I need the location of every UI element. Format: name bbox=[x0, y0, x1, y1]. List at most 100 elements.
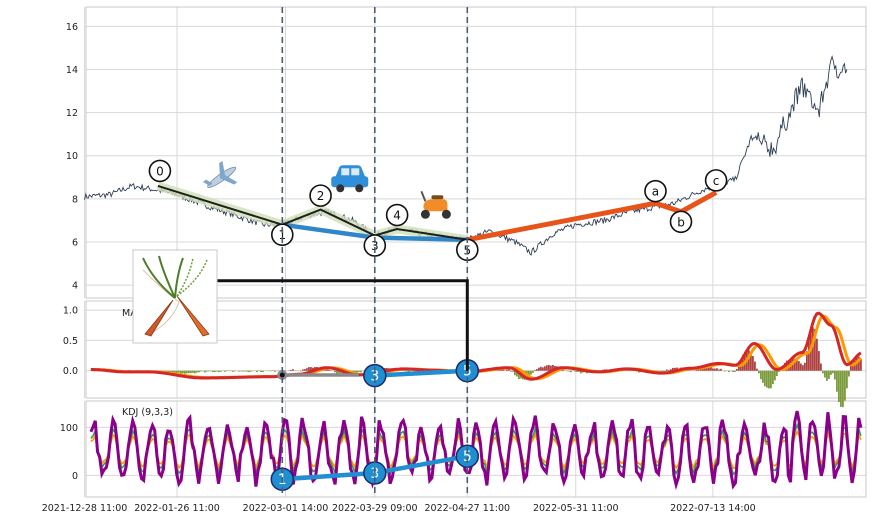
macd-hist-bar bbox=[728, 371, 730, 372]
macd-hist-bar bbox=[194, 371, 196, 374]
car-wheel bbox=[355, 184, 363, 192]
macd-hist-bar bbox=[712, 368, 714, 370]
macd-hist-bar bbox=[244, 371, 246, 372]
macd-hist-bar bbox=[232, 371, 234, 372]
x-tick-label: 2022-05-31 11:00 bbox=[533, 503, 619, 514]
macd-hist-bar bbox=[260, 371, 262, 372]
macd-hist-bar bbox=[718, 369, 720, 370]
macd-hist-bar bbox=[506, 370, 508, 371]
macd-hist-bar bbox=[510, 371, 512, 372]
macd-hist-bar bbox=[206, 371, 208, 372]
connector-line bbox=[216, 281, 467, 371]
kdj-title: KDJ (9,3,3) bbox=[122, 407, 173, 418]
macd-hist-bar bbox=[300, 371, 302, 372]
macd-hist-bar bbox=[850, 366, 852, 371]
carrot-logo bbox=[133, 250, 217, 343]
y-tick-label: 100 bbox=[60, 423, 78, 434]
macd-hist-bar bbox=[248, 371, 250, 372]
macd-hist-bar bbox=[824, 371, 826, 378]
macd-hist-bar bbox=[304, 369, 306, 371]
car-roof bbox=[335, 165, 365, 177]
macd-hist-bar bbox=[840, 371, 842, 407]
macd-hist-bar bbox=[548, 365, 550, 371]
y-tick-label: 8 bbox=[72, 194, 78, 205]
macd-hist-bar bbox=[200, 371, 202, 372]
macd-hist-bar bbox=[186, 371, 188, 374]
macd-hist-bar bbox=[778, 371, 780, 372]
macd-hist-bar bbox=[666, 370, 668, 371]
macd-hist-bar bbox=[538, 368, 540, 371]
macd-hist-bar bbox=[512, 371, 514, 372]
x-tick-label: 2022-03-29 09:00 bbox=[332, 503, 418, 514]
macd-hist-bar bbox=[534, 370, 536, 371]
macd-hist-bar bbox=[734, 371, 736, 372]
macd-hist-bar bbox=[708, 368, 710, 371]
macd-hist-bar bbox=[358, 371, 360, 372]
macd-hist-bar bbox=[714, 369, 716, 371]
macd-hist-bar bbox=[408, 371, 410, 372]
macd-hist-bar bbox=[220, 371, 222, 372]
macd-hist-bar bbox=[838, 371, 840, 402]
macd-hist-bar bbox=[204, 371, 206, 373]
macd-hist-bar bbox=[240, 371, 242, 372]
macd-hist-bar bbox=[360, 371, 362, 373]
macd-hist-bar bbox=[188, 371, 190, 373]
macd-hist-bar bbox=[772, 371, 774, 384]
wave-label-c: c bbox=[713, 174, 720, 188]
y-tick-label: 14 bbox=[66, 65, 78, 76]
macd-hist-bar bbox=[774, 371, 776, 381]
car-wheel bbox=[336, 184, 344, 192]
macd-hist-bar bbox=[846, 371, 848, 389]
wave-label-a: a bbox=[652, 185, 659, 199]
macd-hist-bar bbox=[540, 367, 542, 371]
macd-hist-bar bbox=[816, 339, 818, 371]
scooter-icon bbox=[421, 191, 451, 219]
macd-hist-bar bbox=[574, 371, 576, 372]
macd-hist-bar bbox=[178, 371, 180, 373]
scooter-wheel bbox=[442, 210, 451, 219]
y-tick-label: 0 bbox=[72, 471, 78, 482]
macd-hist-bar bbox=[768, 371, 770, 389]
macd-hist-bar bbox=[542, 367, 544, 370]
macd-hist-bar bbox=[306, 368, 308, 371]
macd-hist-bar bbox=[842, 371, 844, 407]
macd-hist-bar bbox=[764, 371, 766, 387]
car-icon bbox=[331, 165, 368, 192]
scooter-wheel bbox=[421, 210, 430, 219]
scooter-body bbox=[423, 199, 447, 211]
macd-hist-bar bbox=[212, 371, 214, 372]
car-window bbox=[351, 168, 359, 175]
macd-hist-bar bbox=[756, 369, 758, 371]
macd-hist-bar bbox=[238, 371, 240, 372]
macd-hist-bar bbox=[664, 371, 666, 372]
macd-hist-bar bbox=[208, 371, 210, 372]
x-tick-label: 2022-03-01 14:00 bbox=[243, 503, 329, 514]
macd-hist-bar bbox=[762, 371, 764, 383]
macd-hist-bar bbox=[308, 367, 310, 371]
macd-hist-bar bbox=[802, 365, 804, 371]
macd-hist-bar bbox=[328, 370, 330, 371]
x-tick-label: 2022-01-26 11:00 bbox=[134, 503, 220, 514]
macd-hist-bar bbox=[766, 371, 768, 388]
macd-hist-bar bbox=[848, 371, 850, 377]
macd-hist-bar bbox=[190, 371, 192, 373]
macd-hist-bar bbox=[758, 371, 760, 374]
macd-hist-bar bbox=[724, 371, 726, 372]
macd-hist-bar bbox=[198, 371, 200, 373]
macd-hist-bar bbox=[184, 371, 186, 374]
macd-hist-bar bbox=[292, 369, 294, 370]
macd-hist-bar bbox=[822, 371, 824, 374]
macd-hist-bar bbox=[804, 363, 806, 371]
y-tick-label: 0.5 bbox=[63, 336, 78, 347]
macd-hist-bar bbox=[844, 371, 846, 401]
macd-hist-bar bbox=[250, 371, 252, 372]
y-tick-label: 0.0 bbox=[63, 366, 78, 377]
macd-hist-bar bbox=[754, 362, 756, 371]
macd-hist-bar bbox=[798, 361, 800, 371]
macd-hist-bar bbox=[770, 371, 772, 389]
scooter-seat bbox=[431, 195, 443, 199]
macd-grey-dot-center bbox=[280, 372, 285, 377]
macd-hist-bar bbox=[532, 371, 534, 373]
